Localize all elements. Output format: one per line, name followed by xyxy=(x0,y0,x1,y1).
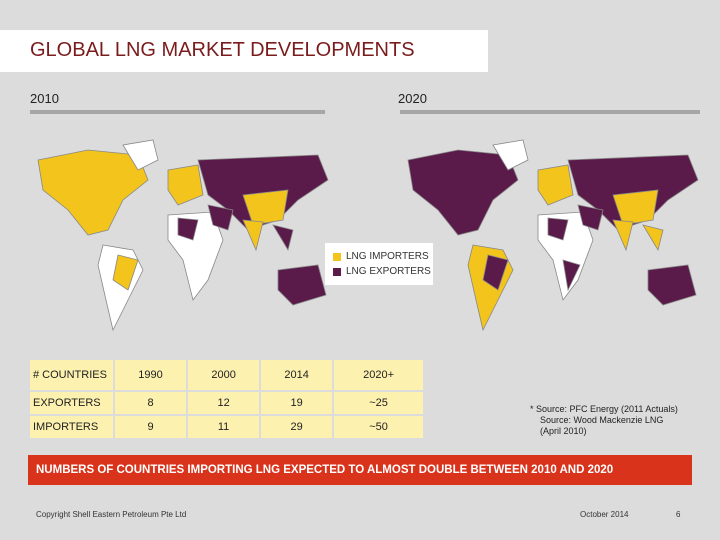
table-cell: ~25 xyxy=(332,390,425,416)
map-2010 xyxy=(37,139,329,332)
legend-label: LNG IMPORTERS xyxy=(346,251,429,262)
table-cell: IMPORTERS xyxy=(28,414,115,440)
table-cell: EXPORTERS xyxy=(28,390,115,416)
note: * Source: PFC Energy (2011 Actuals) xyxy=(530,404,678,414)
table-cell: ~50 xyxy=(332,414,425,440)
copyright: Copyright Shell Eastern Petroleum Pte Lt… xyxy=(36,510,187,519)
map-2020 xyxy=(407,139,699,332)
table-cell: 12 xyxy=(186,390,262,416)
page-number: 6 xyxy=(676,510,681,519)
table-cell: 2020+ xyxy=(332,358,425,392)
year-label: 2020 xyxy=(398,91,427,106)
table-cell: 29 xyxy=(259,414,335,440)
legend-swatch xyxy=(333,267,341,276)
divider xyxy=(30,110,325,114)
table-row: # COUNTRIES 1990 2000 2014 2020+ xyxy=(28,358,425,392)
note: Source: Wood Mackenzie LNG (April 2010) xyxy=(540,415,664,436)
banner: NUMBERS OF COUNTRIES IMPORTING LNG EXPEC… xyxy=(28,455,692,485)
table-cell: 9 xyxy=(112,414,189,440)
table-cell: 19 xyxy=(259,390,335,416)
legend: LNG IMPORTERS LNG EXPORTERS xyxy=(325,243,433,285)
date: October 2014 xyxy=(580,510,629,519)
table-row: EXPORTERS 8 12 19 ~25 xyxy=(28,390,425,416)
table-cell: # COUNTRIES xyxy=(28,358,115,392)
table-cell: 11 xyxy=(186,414,262,440)
year-label: 2010 xyxy=(30,91,59,106)
country-table: # COUNTRIES 1990 2000 2014 2020+ EXPORTERS 8 12… xyxy=(28,358,425,440)
legend-label: LNG EXPORTERS xyxy=(346,266,431,277)
table-row: IMPORTERS 9 11 29 ~50 xyxy=(28,414,425,440)
table-cell: 2014 xyxy=(259,358,335,392)
table-cell: 8 xyxy=(112,390,189,416)
legend-swatch xyxy=(333,252,341,261)
title-box xyxy=(0,30,488,72)
world-maps xyxy=(37,139,699,332)
slide-title: GLOBAL LNG MARKET DEVELOPMENTS xyxy=(30,39,415,61)
divider xyxy=(400,110,700,114)
table-cell: 1990 xyxy=(112,358,189,392)
table-cell: 2000 xyxy=(186,358,262,392)
source-notes: * Source: PFC Energy (2011 Actuals) Sour… xyxy=(530,404,680,437)
